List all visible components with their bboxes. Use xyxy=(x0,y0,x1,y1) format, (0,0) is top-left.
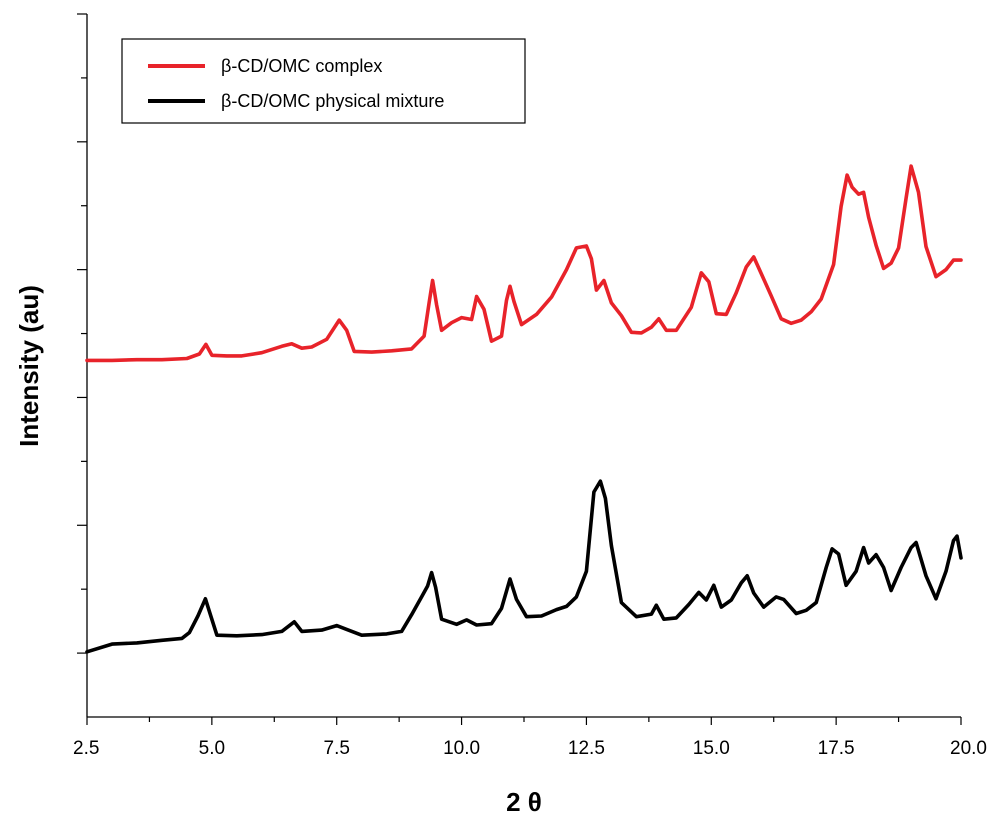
x-tick-label-4: 12.5 xyxy=(568,738,605,759)
x-axis-title: 2 θ xyxy=(506,787,542,817)
y-axis-title: Intensity (au) xyxy=(14,285,44,447)
x-tick-label-2: 7.5 xyxy=(324,738,350,759)
x-tick-label-1: 5.0 xyxy=(199,738,225,759)
legend-label-complex: β-CD/OMC complex xyxy=(221,56,382,76)
x-tick-label-3: 10.0 xyxy=(443,738,480,759)
y-axis-ticks xyxy=(77,13,87,654)
legend-box xyxy=(121,38,526,124)
x-tick-label-0: 2.5 xyxy=(73,738,99,759)
x-tick-label-7: 20.0 xyxy=(950,738,987,759)
series-line-complex xyxy=(85,164,963,363)
series-layer xyxy=(85,164,963,654)
x-tick-label-5: 15.0 xyxy=(693,738,730,759)
x-axis-ticks: 2.5 5.0 7.5 10.0 12.5 15.0 17.5 20.0 xyxy=(73,717,987,759)
legend: β-CD/OMC complex β-CD/OMC physical mixtu… xyxy=(121,38,526,124)
plot-area: 2.5 5.0 7.5 10.0 12.5 15.0 17.5 20.0 xyxy=(73,13,987,759)
x-tick-label-6: 17.5 xyxy=(818,738,855,759)
legend-label-physical-mixture: β-CD/OMC physical mixture xyxy=(221,91,444,111)
series-line-physical-mixture xyxy=(85,479,963,654)
